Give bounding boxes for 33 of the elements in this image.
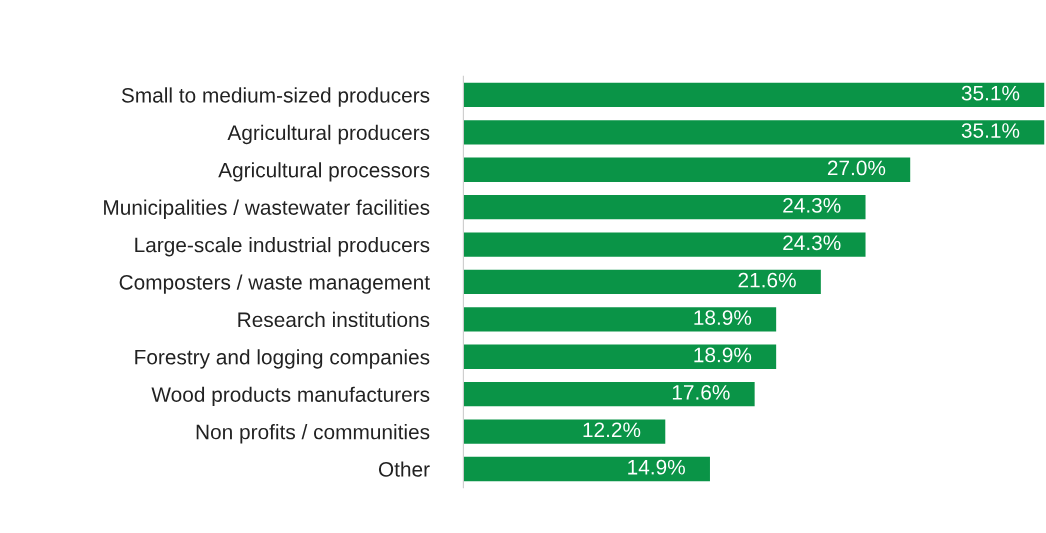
y-tick-label: Small to medium-sized producers: [121, 87, 430, 107]
bar: [463, 344, 777, 369]
bar: [463, 456, 710, 482]
bar: [463, 307, 777, 332]
y-tick-label: Wood products manufacturers: [151, 386, 430, 407]
data-label: 18.9%: [694, 310, 752, 325]
bar: [463, 269, 821, 295]
data-label: 27.0%: [827, 160, 886, 176]
bar: [463, 157, 911, 182]
bar: [463, 419, 666, 444]
data-label: 17.6%: [672, 385, 730, 400]
data-label: 18.9%: [694, 347, 752, 363]
y-tick-label: Municipalities / wastewater facilities: [104, 199, 430, 220]
bar: [463, 194, 866, 220]
data-label: 24.3%: [783, 197, 841, 213]
y-tick-label: Agricultural processors: [218, 162, 430, 182]
y-tick-label: Non profits / communities: [196, 424, 430, 444]
bar: [463, 232, 866, 257]
data-label: 12.2%: [583, 422, 641, 438]
data-label: 14.9%: [628, 459, 685, 475]
y-tick-label: Agricultural producers: [227, 124, 430, 145]
data-label: 35.1%: [961, 123, 1020, 138]
data-label: 24.3%: [783, 235, 841, 251]
y-tick-label: Other: [378, 461, 430, 477]
bar: [463, 382, 755, 407]
y-tick-label: Forestry and logging companies: [135, 349, 430, 369]
data-label: 21.6%: [738, 272, 796, 288]
y-tick-label: Composters / waste management: [119, 274, 430, 294]
bar: [463, 82, 1045, 108]
data-label: 35.1%: [961, 85, 1020, 101]
y-tick-label: Research institutions: [238, 311, 430, 328]
y-tick-label: Large-scale industrial producers: [135, 237, 430, 257]
bar: [463, 120, 1045, 145]
